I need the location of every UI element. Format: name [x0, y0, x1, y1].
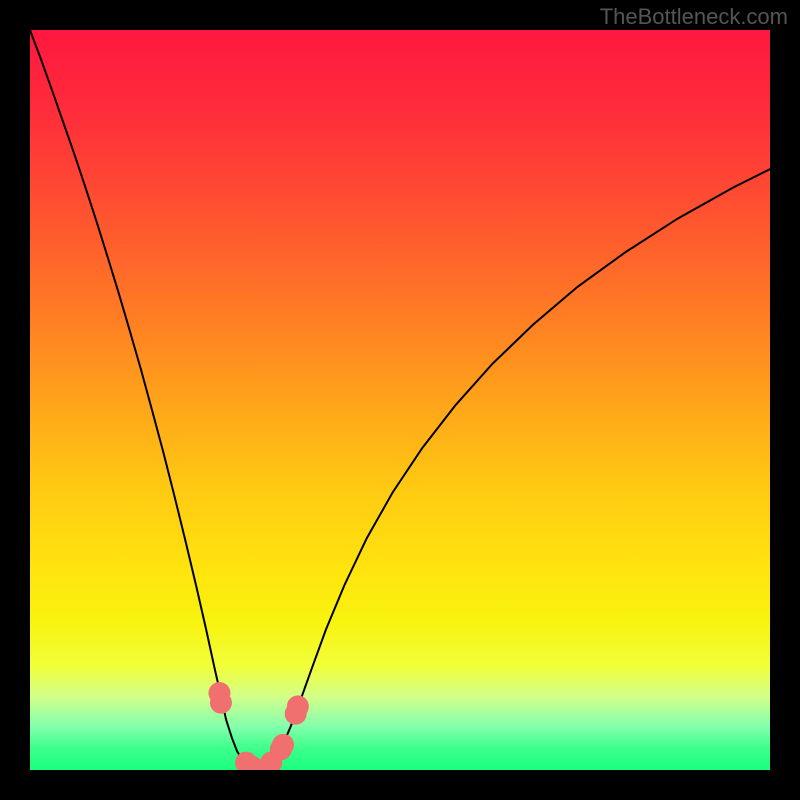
marker-dot: [210, 692, 232, 714]
bottleneck-chart-svg: [30, 30, 770, 770]
marker-dot: [272, 734, 294, 756]
gradient-background: [30, 30, 770, 770]
marker-dot: [287, 695, 309, 717]
watermark-text: TheBottleneck.com: [600, 4, 788, 30]
chart-plot-area: [30, 30, 770, 770]
